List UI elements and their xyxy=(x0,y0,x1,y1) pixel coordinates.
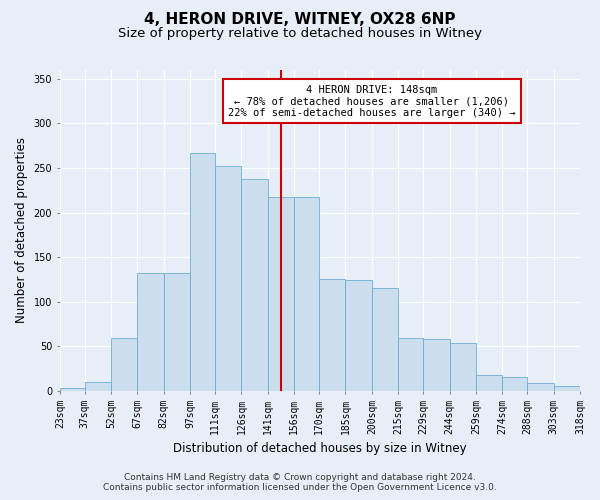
Bar xyxy=(449,342,476,391)
Bar xyxy=(241,178,268,391)
Bar xyxy=(295,198,319,391)
Bar xyxy=(502,378,527,391)
Bar xyxy=(554,386,580,391)
Bar xyxy=(137,273,164,391)
Bar xyxy=(111,338,137,391)
Bar xyxy=(423,339,449,391)
Text: 4, HERON DRIVE, WITNEY, OX28 6NP: 4, HERON DRIVE, WITNEY, OX28 6NP xyxy=(144,12,456,28)
Bar xyxy=(164,273,190,391)
X-axis label: Distribution of detached houses by size in Witney: Distribution of detached houses by size … xyxy=(173,442,467,455)
Bar xyxy=(60,388,85,391)
Bar xyxy=(85,382,111,391)
Bar xyxy=(527,383,554,391)
Bar xyxy=(268,198,295,391)
Bar xyxy=(190,153,215,391)
Bar xyxy=(476,374,502,391)
Bar xyxy=(319,280,346,391)
Text: Size of property relative to detached houses in Witney: Size of property relative to detached ho… xyxy=(118,28,482,40)
Y-axis label: Number of detached properties: Number of detached properties xyxy=(15,138,28,324)
Bar xyxy=(215,166,241,391)
Text: Contains HM Land Registry data © Crown copyright and database right 2024.
Contai: Contains HM Land Registry data © Crown c… xyxy=(103,473,497,492)
Bar xyxy=(346,280,372,391)
Text: 4 HERON DRIVE: 148sqm
← 78% of detached houses are smaller (1,206)
22% of semi-d: 4 HERON DRIVE: 148sqm ← 78% of detached … xyxy=(228,84,515,118)
Bar xyxy=(398,338,423,391)
Bar xyxy=(372,288,398,391)
